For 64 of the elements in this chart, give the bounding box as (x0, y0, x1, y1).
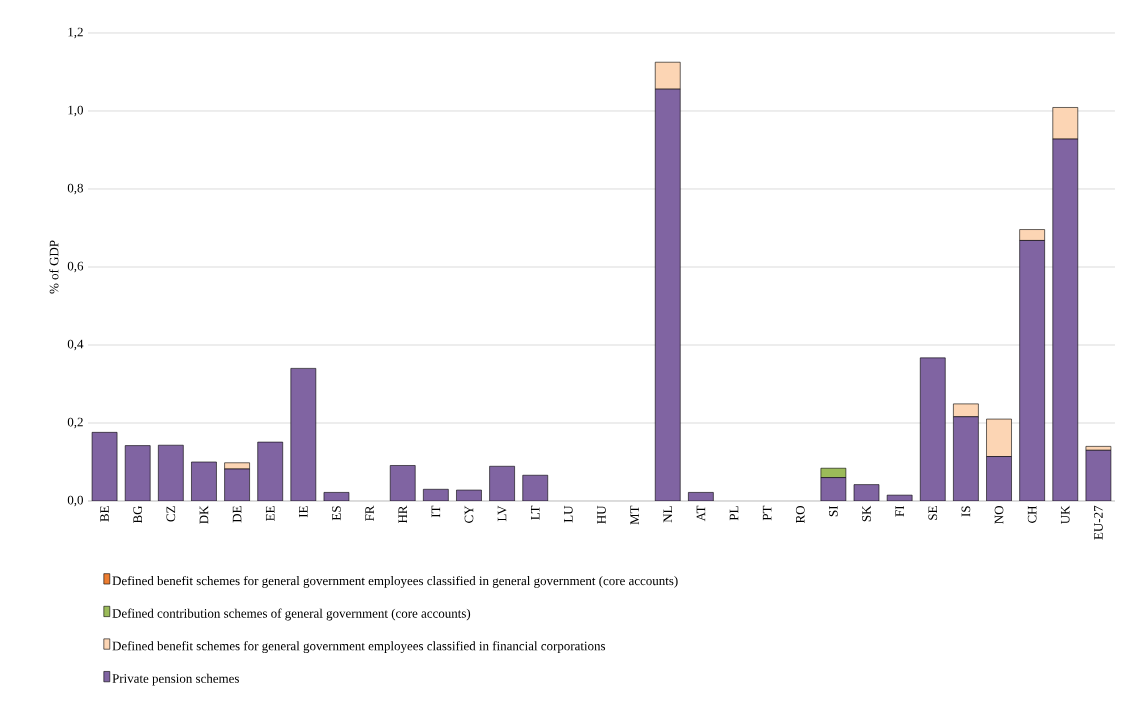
x-tick-label: HR (398, 505, 407, 524)
x-tick-label: LV (497, 505, 507, 522)
bar (1052, 107, 1079, 140)
x-tick-label: PL (729, 506, 739, 521)
x-tick-label: EE (265, 506, 275, 521)
x-tick-label: EU-27 (1094, 505, 1103, 540)
y-axis-title: % of GDP (49, 240, 59, 294)
x-tick-label: ES (332, 506, 341, 521)
x-tick-label: IS (961, 506, 971, 517)
bar (257, 441, 284, 501)
legend-label: Defined benefit schemes for general government employees classified in general government (core accounts) (112, 575, 678, 588)
bar (290, 368, 317, 501)
x-tick-label: IE (299, 506, 308, 518)
x-tick-label: RO (795, 506, 805, 524)
x-tick-label: BE (100, 506, 109, 522)
x-tick-label: CZ (166, 506, 176, 522)
bar (1019, 240, 1045, 501)
y-tick-label: 0,6 (67, 261, 84, 273)
bar (91, 432, 118, 501)
x-tick-label: BG (133, 505, 143, 524)
bar (919, 357, 946, 501)
y-tick-label: 0,2 (67, 417, 83, 429)
legend-label: Private pension schemes (112, 673, 239, 686)
bar (224, 468, 250, 501)
bar (489, 465, 515, 501)
x-tick-label: FR (365, 505, 374, 521)
bar (654, 88, 681, 501)
bar (986, 456, 1012, 501)
y-tick-label: 0,4 (67, 339, 84, 351)
x-tick-label: PT (762, 505, 772, 521)
x-tick-label: CY (464, 505, 474, 523)
x-tick-label: LU (564, 505, 573, 523)
x-tick-label: SI (829, 505, 838, 517)
bar (953, 403, 979, 418)
x-tick-label: UK (1060, 505, 1070, 524)
bar (1019, 229, 1045, 241)
x-tick-label: MT (630, 505, 639, 525)
x-tick-label: NO (994, 506, 1004, 524)
bar (953, 416, 979, 501)
bar (191, 461, 217, 501)
x-tick-label: IT (431, 505, 441, 518)
bar (389, 465, 416, 501)
x-tick-label: DK (199, 505, 209, 524)
bar (1052, 138, 1079, 501)
x-tick-label: SK (862, 505, 871, 522)
x-tick-label: AT (696, 505, 706, 522)
x-tick-label: LT (530, 505, 540, 520)
bar (986, 418, 1012, 457)
x-tick-label: FI (895, 505, 904, 517)
x-tick-label: SE (928, 506, 938, 520)
x-tick-label: DE (232, 506, 242, 523)
y-tick-label: 0,8 (67, 183, 83, 195)
bar (124, 445, 151, 501)
y-tick-label: 1,0 (68, 105, 83, 117)
y-tick-label: 1,2 (68, 27, 83, 39)
y-tick-label: 0,0 (67, 495, 83, 507)
x-tick-label: NL (663, 506, 672, 523)
bar (522, 474, 549, 501)
x-tick-label: CH (1027, 505, 1037, 523)
legend-label: Defined benefit schemes for general government employees classified in financial corporations (112, 641, 606, 654)
x-tick-label: HU (597, 505, 606, 524)
legend-label: Defined contribution schemes of general government (core accounts) (112, 608, 471, 621)
bar (158, 444, 184, 501)
bar (820, 467, 847, 478)
